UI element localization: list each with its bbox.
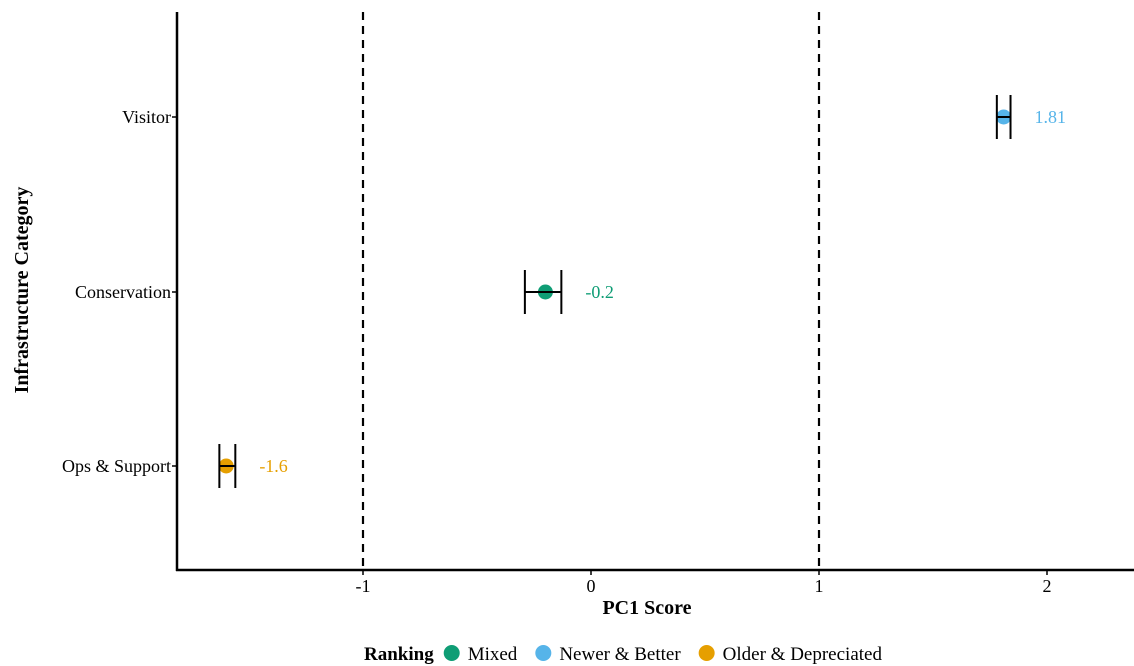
y-tick-labels: Visitor Conservation Ops & Support bbox=[62, 107, 177, 476]
reference-lines bbox=[361, 12, 821, 570]
legend-label: Older & Depreciated bbox=[723, 644, 883, 665]
y-tick-label: Conservation bbox=[75, 282, 171, 302]
legend-label: Mixed bbox=[468, 644, 518, 665]
data-marks: 1.81 -0.2 -1.6 bbox=[218, 95, 1067, 488]
legend-label: Newer & Better bbox=[559, 644, 681, 665]
legend-swatch bbox=[698, 645, 715, 661]
data-label: 1.81 bbox=[1035, 107, 1067, 127]
y-axis-title: Infrastructure Category bbox=[11, 187, 33, 394]
legend-title: Ranking bbox=[364, 644, 434, 665]
x-tick-label: 2 bbox=[1043, 576, 1052, 596]
x-tick-label: 1 bbox=[815, 576, 824, 596]
axes bbox=[175, 12, 1134, 572]
legend-swatch bbox=[443, 645, 460, 661]
data-label: -1.6 bbox=[259, 456, 288, 476]
x-tick-label: 0 bbox=[587, 576, 596, 596]
y-tick-label: Visitor bbox=[122, 107, 171, 127]
data-label: -0.2 bbox=[585, 282, 614, 302]
x-axis-title: PC1 Score bbox=[602, 597, 691, 619]
legend-swatch bbox=[535, 645, 552, 661]
x-tick-labels: -1 0 1 2 bbox=[356, 570, 1052, 596]
legend: Ranking Mixed Newer & Better Older & Deprec… bbox=[364, 644, 882, 665]
y-tick-label: Ops & Support bbox=[62, 456, 171, 476]
x-tick-label: -1 bbox=[356, 576, 371, 596]
